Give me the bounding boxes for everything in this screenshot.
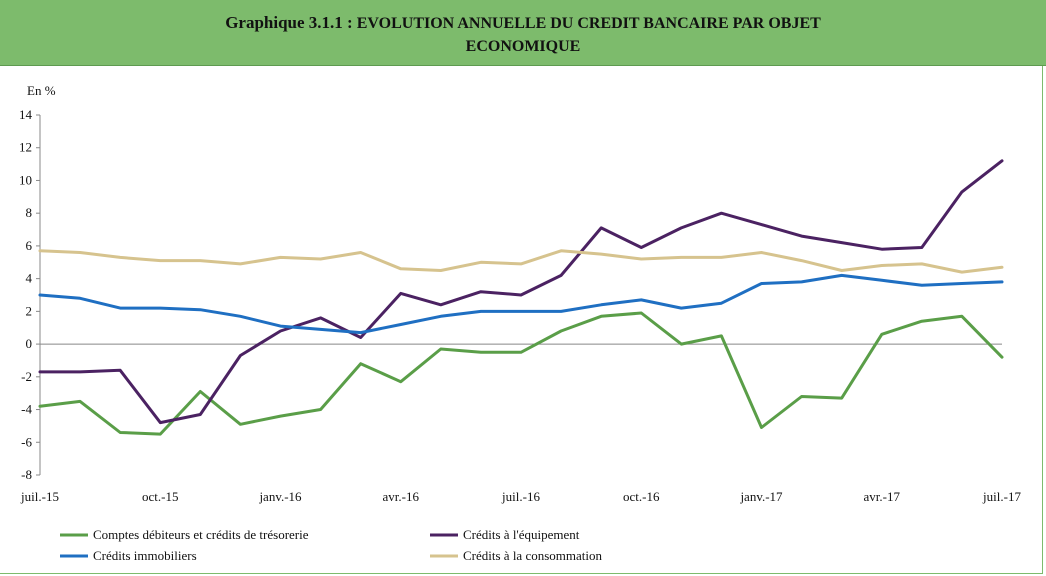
y-tick-label: 0 <box>26 336 33 351</box>
x-tick-label: janv.-17 <box>739 489 783 504</box>
x-tick-label: juil.-16 <box>501 489 540 504</box>
x-tick-label: oct.-15 <box>142 489 178 504</box>
y-tick-label: -4 <box>21 402 32 417</box>
y-tick-label: 10 <box>19 172 32 187</box>
y-tick-label: -2 <box>21 369 32 384</box>
x-tick-label: juil.-17 <box>982 489 1021 504</box>
chart-title-line1: EVOLUTION ANNUELLE DU CREDIT BANCAIRE PA… <box>356 15 821 32</box>
y-tick-label: 14 <box>19 107 33 122</box>
series-line-0 <box>38 311 1004 436</box>
legend-label-0: Comptes débiteurs et crédits de trésorer… <box>93 527 309 542</box>
x-tick-label: janv.-16 <box>258 489 302 504</box>
y-tick-label: 8 <box>26 205 33 220</box>
x-tick-label: avr.-16 <box>383 489 420 504</box>
y-tick-label: 4 <box>26 271 33 286</box>
legend-label-2: Crédits immobiliers <box>93 548 197 563</box>
series-line-2 <box>38 273 1004 335</box>
y-tick-label: -6 <box>21 434 32 449</box>
chart-title: Graphique 3.1.1 : EVOLUTION ANNUELLE DU … <box>0 13 1046 34</box>
y-axis-label: En % <box>27 83 56 98</box>
legend: Comptes débiteurs et crédits de trésorer… <box>60 527 603 563</box>
y-tick-label: 2 <box>26 303 33 318</box>
chart-frame <box>0 66 1043 574</box>
y-tick-label: 12 <box>19 140 32 155</box>
chart-title-prefix: Graphique 3.1.1 : <box>225 13 353 32</box>
axes: 14 12 10 8 6 4 2 0 -2 -4 -6 -8 juil.-15 oct.-15 janv.-… <box>19 107 1021 504</box>
legend-label-1: Crédits à l'équipement <box>463 527 580 542</box>
series-line-1 <box>38 159 1004 425</box>
legend-label-3: Crédits à la consommation <box>463 548 603 563</box>
x-tick-label: oct.-16 <box>623 489 660 504</box>
series-line-3 <box>38 249 1004 274</box>
x-tick-label: avr.-17 <box>864 489 901 504</box>
y-tick-label: -8 <box>21 467 32 482</box>
series-layer <box>38 159 1004 436</box>
y-tick-label: 6 <box>26 238 33 253</box>
chart-title-line2: ECONOMIQUE <box>465 38 581 55</box>
x-tick-label: juil.-15 <box>20 489 59 504</box>
title-band: Graphique 3.1.1 : EVOLUTION ANNUELLE DU … <box>0 0 1046 66</box>
